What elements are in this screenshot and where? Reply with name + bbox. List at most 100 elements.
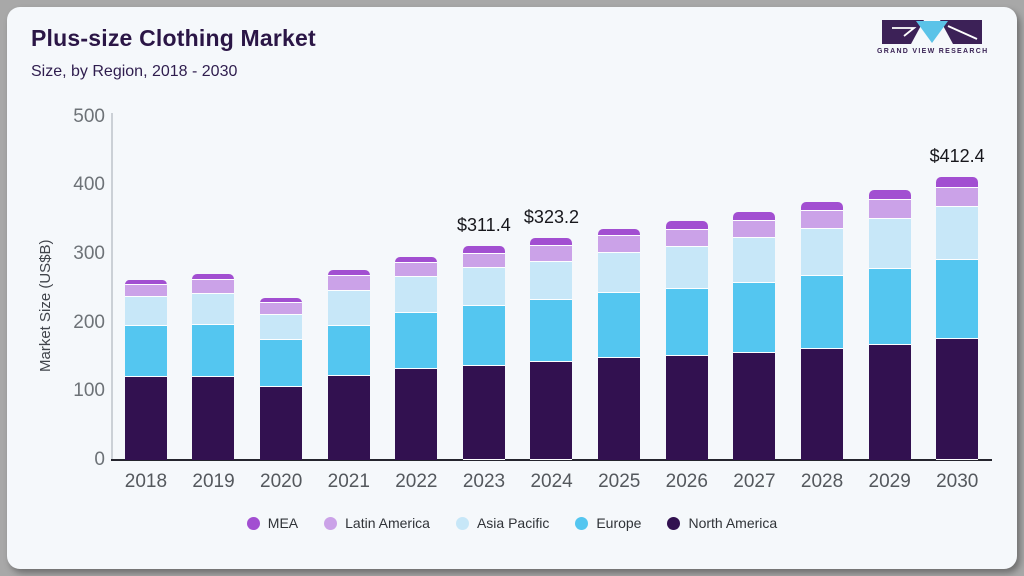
bar-2022-north-america-segment <box>395 369 438 460</box>
bar-2021 <box>327 270 370 460</box>
x-label-2022: 2022 <box>395 471 438 492</box>
x-label-2027: 2027 <box>733 471 776 492</box>
y-tick-100: 100 <box>73 380 105 402</box>
bar-2018-asia-pacific-segment <box>124 296 167 327</box>
legend-label-asia-pacific: Asia Pacific <box>476 515 550 531</box>
bar-2025-latin-america-segment <box>598 236 641 253</box>
x-axis-line <box>111 459 992 461</box>
bar-2018-europe-segment <box>124 326 167 378</box>
bar-2024-asia-pacific-segment <box>530 261 573 301</box>
x-label-2025: 2025 <box>598 471 641 492</box>
bar-2026-north-america-segment <box>665 356 708 460</box>
x-label-2020: 2020 <box>260 471 303 492</box>
bar-2028 <box>800 201 843 460</box>
bar-2025 <box>598 228 641 460</box>
bar-2023-europe-segment <box>462 305 505 366</box>
bar-2029 <box>868 189 911 460</box>
y-axis-ticks: 0 100 200 300 400 500 <box>7 7 105 569</box>
bar-2026-asia-pacific-segment <box>665 246 708 289</box>
bar-2030-europe-segment <box>936 259 979 339</box>
y-axis-line <box>111 113 113 459</box>
bar-2023-asia-pacific-segment <box>462 268 505 306</box>
bar-2019-latin-america-segment <box>192 280 235 294</box>
bar-2024: $323.2 <box>524 207 579 460</box>
bar-2025-asia-pacific-segment <box>598 252 641 294</box>
bar-2024-mea-segment <box>530 238 573 246</box>
bar-2030-asia-pacific-segment <box>936 206 979 260</box>
x-label-2019: 2019 <box>192 471 235 492</box>
gvr-logo-text: GRAND VIEW RESEARCH <box>877 48 989 55</box>
bar-2020-europe-segment <box>260 339 303 387</box>
bar-2020 <box>260 297 303 460</box>
bar-2026 <box>665 220 708 460</box>
bar-2023: $311.4 <box>457 215 511 460</box>
page-subtitle: Size, by Region, 2018 - 2030 <box>31 63 238 80</box>
legend-item-europe: Europe <box>575 515 641 531</box>
bar-2030-value-label: $412.4 <box>929 145 985 166</box>
bar-2029-mea-segment <box>868 189 911 201</box>
bar-2028-mea-segment <box>800 201 843 211</box>
bar-2022 <box>395 256 438 460</box>
gvr-logo-icon <box>882 20 982 44</box>
y-tick-500: 500 <box>73 105 105 127</box>
legend-label-latin-america: Latin America <box>345 515 430 531</box>
legend-item-mea: MEA <box>246 515 299 531</box>
x-label-2023: 2023 <box>462 471 506 492</box>
bar-2022-europe-segment <box>395 312 438 370</box>
bar-2027-asia-pacific-segment <box>733 238 776 284</box>
bar-2023-latin-america-segment <box>462 254 505 269</box>
bar-2024-value-label: $323.2 <box>523 207 579 227</box>
bars-container: $311.4 $323.2 $412.4 <box>112 90 991 460</box>
bar-2025-mea-segment <box>598 228 641 237</box>
bar-2028-europe-segment <box>800 275 843 350</box>
bar-2021-mea-segment <box>327 270 370 277</box>
y-tick-200: 200 <box>73 311 105 333</box>
x-label-2030: 2030 <box>936 471 979 492</box>
stacked-bar-chart: Market Size (US$B) 0 100 200 300 400 500 $311… <box>7 7 1017 569</box>
bar-2020-mea-segment <box>260 297 303 303</box>
bar-2026-latin-america-segment <box>665 229 708 247</box>
legend-dot-north-america <box>667 516 681 530</box>
bar-2021-latin-america-segment <box>327 276 370 292</box>
gvr-logo: GRAND VIEW RESEARCH <box>877 19 987 55</box>
bar-2023-mea-segment <box>462 246 505 255</box>
legend-item-north-america: North America <box>667 515 777 531</box>
bar-2027-mea-segment <box>733 212 776 221</box>
bar-2020-north-america-segment <box>260 386 303 460</box>
bar-2029-europe-segment <box>868 268 911 346</box>
legend-dot-asia-pacific <box>455 516 469 530</box>
x-label-2018: 2018 <box>124 471 168 492</box>
bar-2029-north-america-segment <box>868 345 911 460</box>
bar-2021-north-america-segment <box>327 375 370 460</box>
bar-2020-asia-pacific-segment <box>260 315 303 340</box>
bar-2019-mea-segment <box>192 274 235 281</box>
bar-2020-latin-america-segment <box>260 302 303 316</box>
legend-label-mea: MEA <box>267 515 299 531</box>
bar-2025-europe-segment <box>598 293 641 358</box>
bar-2027-latin-america-segment <box>733 220 776 239</box>
bar-2021-asia-pacific-segment <box>327 291 370 326</box>
x-label-2028: 2028 <box>800 471 844 492</box>
chart-legend: MEA Latin America Asia Pacific Europe North … <box>7 515 1017 531</box>
x-label-2026: 2026 <box>665 471 708 492</box>
bar-2030-north-america-segment <box>936 338 979 460</box>
y-tick-0: 0 <box>94 449 105 470</box>
x-label-2021: 2021 <box>327 471 370 492</box>
bar-2019-europe-segment <box>192 324 235 377</box>
bar-2028-latin-america-segment <box>800 211 843 230</box>
legend-item-latin-america: Latin America <box>324 515 430 531</box>
bar-2027 <box>733 212 776 460</box>
bar-2021-europe-segment <box>327 325 370 376</box>
bar-2023-value-label: $311.4 <box>456 215 511 236</box>
bar-2030: $412.4 <box>930 146 985 460</box>
legend-dot-europe <box>575 516 589 530</box>
bar-2019 <box>192 274 235 460</box>
y-tick-300: 300 <box>73 242 105 264</box>
bar-2030-mea-segment <box>936 176 979 189</box>
bar-2024-europe-segment <box>530 300 573 363</box>
bar-2029-latin-america-segment <box>868 200 911 219</box>
bar-2026-europe-segment <box>665 288 708 357</box>
bar-2029-asia-pacific-segment <box>868 218 911 269</box>
page-title: Plus-size Clothing Market <box>31 25 316 51</box>
